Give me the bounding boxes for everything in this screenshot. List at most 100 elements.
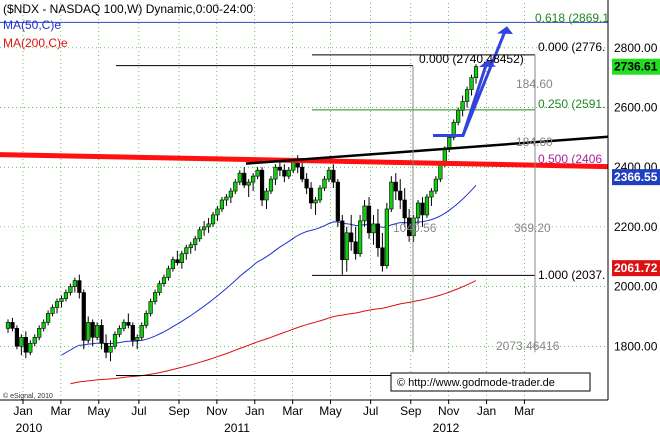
price-tag-bg [612, 58, 660, 75]
candle [402, 188, 407, 227]
candle [349, 214, 354, 251]
candle-body [268, 178, 274, 192]
candle [358, 214, 363, 257]
candle-body [349, 232, 354, 243]
candle-body [326, 169, 332, 180]
candle [371, 214, 376, 245]
candle-body [86, 322, 91, 341]
candle [54, 298, 60, 314]
candle-body [424, 196, 430, 216]
candle-body [202, 226, 207, 231]
x-month-label: Sep [400, 404, 422, 418]
candle [415, 200, 421, 224]
fib-label: 0.250 (2591. [538, 97, 605, 111]
candle-body [402, 199, 407, 219]
candle-body [10, 322, 15, 329]
x-year-label: 2012 [433, 421, 460, 435]
legend-ma50: MA(50,C)e [3, 18, 61, 32]
candle [14, 325, 20, 350]
candle-body [184, 247, 189, 255]
candle-body [375, 223, 381, 249]
candle-body [175, 259, 180, 263]
candle [219, 197, 225, 212]
x-month-label: Mar [282, 404, 303, 418]
candle-body [331, 169, 336, 183]
candle [242, 167, 247, 189]
annotation-label: 0.000 (2740.48452) [419, 52, 524, 66]
candle [144, 310, 149, 329]
candle [170, 256, 176, 272]
candle-body [420, 202, 425, 216]
candle [451, 119, 456, 141]
candle-body [54, 301, 60, 308]
candle-body [411, 217, 416, 237]
candle-body [206, 223, 211, 228]
annotation-label: 369.20 [514, 221, 551, 235]
candle [152, 289, 158, 305]
candle [68, 283, 73, 296]
candle [286, 167, 291, 180]
candle-body [99, 325, 104, 344]
candle [23, 331, 28, 359]
candle [86, 316, 91, 344]
candle [37, 325, 42, 341]
candle-body [130, 325, 135, 341]
candle [313, 197, 318, 215]
candle [362, 200, 367, 227]
candle-body [300, 166, 305, 180]
candle [233, 179, 238, 195]
candle-body [344, 232, 349, 261]
x-month-label: Mar [51, 404, 72, 418]
candle-body [210, 214, 216, 225]
candle-body [353, 241, 358, 255]
candle-body [121, 322, 126, 329]
y-tick-label: 2200.00 [614, 220, 658, 234]
candle [393, 173, 398, 201]
candle [407, 208, 412, 242]
x-month-label: Jan [13, 404, 32, 418]
candle-body [304, 178, 309, 189]
candle [210, 211, 216, 227]
candle-body [77, 280, 82, 293]
y-tick-label: 1800.00 [614, 339, 658, 353]
candle [366, 197, 372, 239]
price-tags: 2736.61 2366.55 2061.72 [612, 58, 660, 277]
candle [72, 277, 77, 293]
candle [384, 202, 389, 269]
y-tick-label: 2600.00 [614, 100, 658, 114]
x-month-label: Jul [131, 404, 146, 418]
candle-body [451, 122, 456, 138]
annotation-label: 184.60 [516, 135, 553, 149]
candle [148, 298, 153, 317]
candle [95, 322, 100, 341]
candle-body [233, 181, 238, 192]
drawing-tools [0, 21, 609, 377]
candle [264, 188, 269, 209]
candle [246, 179, 251, 198]
candle [166, 265, 171, 281]
candle [300, 161, 305, 183]
price-tag-bg [612, 169, 660, 186]
candle [202, 220, 207, 236]
candle-body [313, 199, 318, 204]
candle-body [282, 169, 287, 177]
candle [90, 319, 95, 347]
candle-body [14, 328, 20, 347]
candle-body [255, 169, 260, 177]
candle-body [90, 322, 95, 338]
candle-body [72, 280, 77, 287]
candle [411, 214, 416, 242]
candle [259, 167, 265, 206]
candle [304, 173, 309, 195]
candle-body [366, 205, 372, 234]
price-tag: 2366.55 [612, 169, 660, 186]
candle [108, 340, 113, 362]
candle-body [170, 259, 176, 269]
candle [335, 179, 340, 227]
candle-body [380, 247, 385, 266]
candle [32, 334, 37, 347]
candle [389, 176, 394, 212]
candle [126, 313, 131, 329]
x-month-label: Jul [363, 404, 378, 418]
